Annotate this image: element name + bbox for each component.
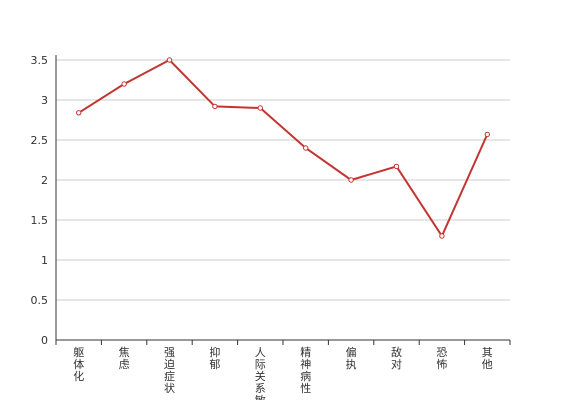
y-tick-label: 3 [41,94,48,107]
y-tick-label: 1.5 [31,214,49,227]
point [348,177,354,183]
x-tick-label: 恐怖 [436,346,447,371]
y-tick-label: 0 [41,334,48,347]
point [166,57,173,63]
line [78,58,489,239]
x-tick-label: 抑郁 [209,345,220,371]
y-tick-label: 3.5 [31,54,49,67]
point [439,233,445,239]
x-tick-label: 强迫症状 [164,346,175,395]
x-tick-label: 精神病性 [300,346,311,395]
point [212,103,218,110]
x-tick-label: 敌对 [391,345,402,371]
point [257,105,263,111]
y-tick-label: 2 [41,174,48,187]
point [303,145,309,151]
point [121,81,127,87]
point [484,131,490,138]
x-tick-label: 焦虑 [119,346,130,371]
y-tick-label: 1 [41,254,48,267]
x-tick-label: 人际关系敏感 [255,346,266,400]
x-tick-label: 其他 [482,346,493,371]
x-tick-label: 偏执 [346,345,357,371]
point [393,163,400,170]
x-tick-label: 躯体化 [73,346,84,383]
point [76,110,82,116]
y-tick-label: 2.5 [31,134,49,147]
y-tick-label: 0.5 [31,294,49,307]
